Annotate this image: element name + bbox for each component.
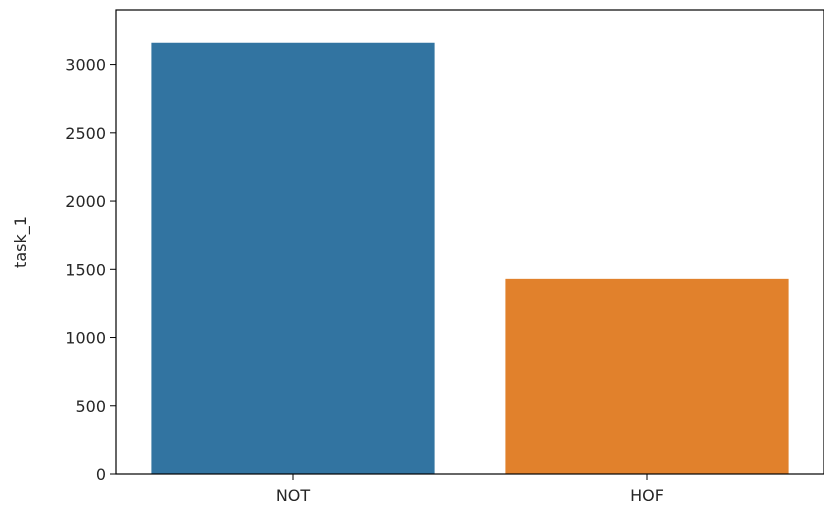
- plot-frame: [115, 9, 824, 475]
- bars-group: [151, 42, 789, 475]
- y-tick-label: 2500: [65, 124, 106, 143]
- y-tick-label: 500: [75, 397, 106, 416]
- bar-hof: [505, 278, 789, 474]
- y-tick-label: 0: [96, 465, 106, 484]
- x-tick-label: NOT: [276, 486, 311, 505]
- y-tick-label: 1500: [65, 260, 106, 279]
- y-axis-label: task_1: [11, 216, 31, 268]
- y-tick-label: 3000: [65, 56, 106, 75]
- y-tick-label: 1000: [65, 329, 106, 348]
- y-tick-label: 2000: [65, 192, 106, 211]
- x-tick-label: HOF: [630, 486, 664, 505]
- bar-not: [151, 42, 435, 475]
- x-axis: NOT HOF: [276, 474, 664, 505]
- y-axis: 0 500 1000 1500 2000 2500 3000: [65, 56, 116, 484]
